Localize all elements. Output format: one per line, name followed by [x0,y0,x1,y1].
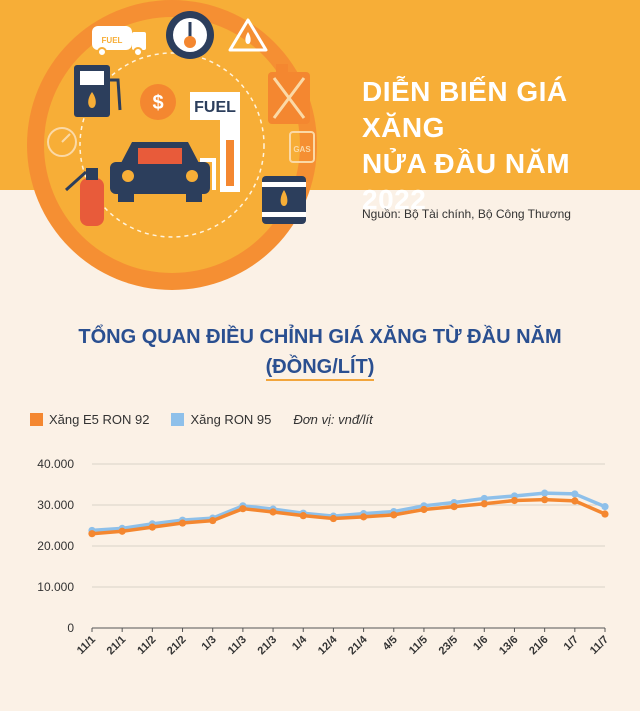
x-tick-label: 21/6 [527,634,551,658]
data-point-e5 [209,516,217,525]
data-point-e5 [269,508,277,516]
y-tick-label: 30.000 [37,498,74,512]
x-tick-label: 11/3 [226,634,249,657]
x-tick-label: 4/5 [381,634,400,653]
x-tick-label: 21/4 [346,633,370,657]
x-tick-label: 11/2 [135,634,158,657]
x-tick-label: 21/2 [165,634,189,658]
data-point-e5 [178,519,187,527]
gas-can-icon: GAS [289,131,315,163]
x-tick-label: 13/6 [497,634,521,658]
data-point-ron95 [571,490,579,498]
fuel-pump-icon [74,65,122,117]
data-point-e5 [601,510,609,518]
jerrycan-icon [268,64,310,124]
y-tick-label: 10.000 [37,580,74,594]
unit-note: Đơn vị: vnđ/lít [293,412,373,427]
line-chart: 0 10.000 20.000 30.000 40.000 11/1 21/1 11/2 21/… [37,457,611,658]
y-tick-label: 20.000 [37,539,74,553]
series-line-e5 [91,497,606,536]
x-tick-label: 11/1 [75,634,98,657]
fuel-gauge-icon [166,11,214,59]
dollar-drop-icon: $ [140,84,176,120]
x-tick-label: 1/6 [471,634,490,653]
source-note: Nguồn: Bộ Tài chính, Bộ Công Thương [362,207,571,221]
x-tick-label: 1/3 [200,634,219,653]
car-icon [110,142,210,202]
data-point-e5 [510,496,519,505]
x-tick-label: 1/7 [562,634,581,653]
x-tick-label: 23/5 [437,634,461,658]
legend-swatch-e5 [30,413,43,426]
x-tick-label: 11/5 [407,634,430,657]
small-gauge-icon [47,127,77,157]
page-title: DIỄN BIẾN GIÁ XĂNG NỬA ĐẦU NĂM 2022 [362,74,632,218]
series-line-ron95 [91,491,606,533]
data-point-ron95 [601,503,609,511]
x-tick-label: 21/1 [105,634,129,658]
legend-item-e5: Xăng E5 RON 92 [30,412,149,427]
title-line-2: NỬA ĐẦU NĂM 2022 [362,148,571,215]
title-line-1: DIỄN BIẾN GIÁ XĂNG [362,76,568,143]
data-point-ron95 [480,494,488,503]
data-point-e5 [480,500,488,508]
fuel-nozzle-icon [200,158,216,190]
data-point-e5 [299,512,307,520]
legend-label-e5: Xăng E5 RON 92 [49,412,150,427]
y-tick-label: 40.000 [37,457,74,471]
legend-label-ron95: Xăng RON 95 [190,412,272,427]
data-point-e5 [420,505,428,514]
x-tick-label: 21/3 [256,634,280,658]
truck-label: FUEL [102,36,123,45]
svg-text:$: $ [152,92,163,114]
fuel-illustration: FUEL $ FUEL [27,0,317,290]
data-point-e5 [329,514,338,523]
x-tick-label: 11/7 [588,634,611,657]
x-tick-label: 1/4 [290,633,310,653]
data-point-e5 [88,530,96,538]
data-point-e5 [450,503,458,511]
chart-title: TỔNG QUAN ĐIỀU CHỈNH GIÁ XĂNG TỪ ĐẦU NĂM [78,326,562,348]
x-tick-label: 12/4 [316,633,340,657]
fuel-sign-icon: FUEL [190,92,240,192]
fuel-truck-icon: FUEL [92,26,146,57]
legend-swatch-ron95 [171,413,185,426]
chart-legend: Xăng E5 RON 92 Xăng RON 95 Đơn vị: vnđ/l… [30,412,373,427]
legend-item-ron95: Xăng RON 95 [171,412,271,427]
data-point-e5 [148,523,156,531]
y-tick-label: 0 [67,621,74,635]
data-point-e5 [571,497,579,505]
chart-unit-heading: (ĐỒNG/LÍT) [265,356,375,381]
fuel-sign-label: FUEL [194,99,236,116]
data-point-ron95 [541,489,549,497]
oil-barrel-icon [262,176,306,224]
data-point-e5 [541,496,549,504]
chart-subtitle: (ĐỒNG/LÍT) [0,356,640,381]
gas-can-label: GAS [293,145,311,154]
fire-extinguisher-icon [64,168,104,226]
data-point-e5 [118,527,126,535]
data-point-e5 [359,513,368,521]
data-point-e5 [239,505,247,513]
data-point-e5 [390,511,398,519]
warning-icon [228,18,268,52]
